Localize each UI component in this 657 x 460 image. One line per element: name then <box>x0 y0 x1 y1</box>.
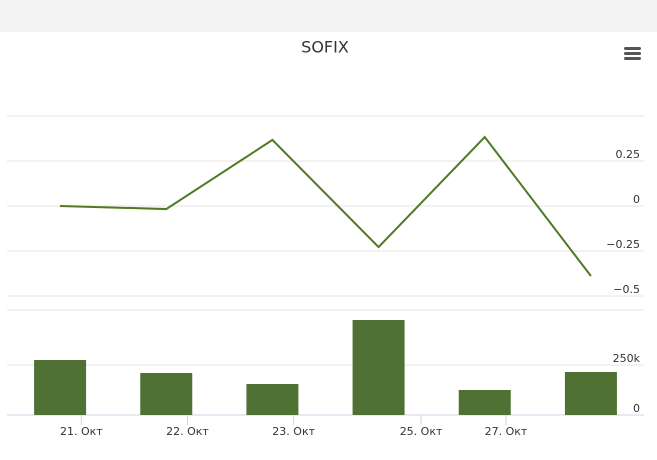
header-bar <box>0 0 657 32</box>
x-tick-label: 25. Окт <box>400 425 443 438</box>
y-tick-label: 250k <box>613 352 641 365</box>
bar <box>352 320 405 415</box>
x-tick-label: 22. Окт <box>166 425 209 438</box>
chart-title: SOFIX <box>301 38 349 57</box>
x-tick-label: 21. Окт <box>60 425 103 438</box>
line <box>60 135 592 277</box>
bar <box>458 390 511 415</box>
y-tick-label: −0.5 <box>613 283 640 296</box>
bar <box>140 373 193 415</box>
bar <box>564 372 617 415</box>
y-tick-label: 0 <box>633 402 640 415</box>
y-tick-label: −0.25 <box>606 238 640 251</box>
y-tick-label: 0.25 <box>616 148 641 161</box>
y-tick-label: 0 <box>633 193 640 206</box>
menu-button[interactable] <box>624 47 641 60</box>
bar <box>34 360 87 415</box>
x-tick-label: 27. Окт <box>485 425 528 438</box>
x-tick-label: 23. Окт <box>272 425 315 438</box>
bar <box>246 384 299 415</box>
